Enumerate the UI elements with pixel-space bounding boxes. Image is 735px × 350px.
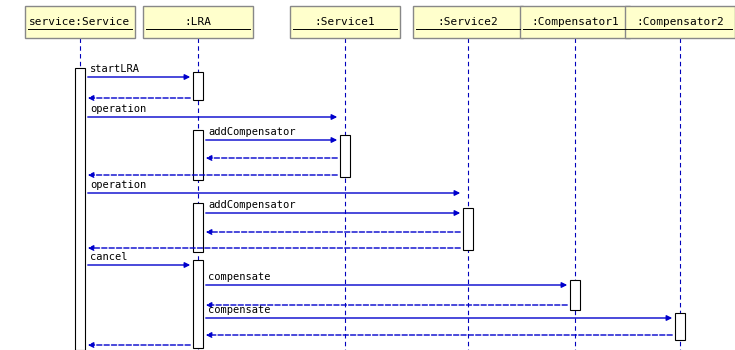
- Text: addCompensator: addCompensator: [208, 200, 295, 210]
- Bar: [75, 68, 85, 350]
- Text: :Service1: :Service1: [315, 17, 376, 27]
- Text: cancel: cancel: [90, 252, 127, 262]
- Bar: [25, 6, 135, 38]
- Text: compensate: compensate: [208, 272, 270, 282]
- Text: :LRA: :LRA: [184, 17, 212, 27]
- Bar: [340, 135, 350, 177]
- Bar: [520, 6, 630, 38]
- Bar: [143, 6, 253, 38]
- Text: :Compensator2: :Compensator2: [636, 17, 724, 27]
- Text: operation: operation: [90, 104, 146, 114]
- Bar: [193, 130, 203, 180]
- Bar: [193, 203, 203, 252]
- Bar: [193, 72, 203, 100]
- Text: startLRA: startLRA: [90, 64, 140, 74]
- Text: :Service2: :Service2: [437, 17, 498, 27]
- Bar: [413, 6, 523, 38]
- Text: compensate: compensate: [208, 305, 270, 315]
- Text: :Compensator1: :Compensator1: [531, 17, 619, 27]
- Bar: [570, 280, 580, 310]
- Bar: [675, 313, 685, 340]
- Bar: [193, 260, 203, 348]
- Text: service:Service: service:Service: [29, 17, 131, 27]
- Text: addCompensator: addCompensator: [208, 127, 295, 137]
- Bar: [463, 208, 473, 250]
- Bar: [625, 6, 735, 38]
- Bar: [290, 6, 400, 38]
- Text: operation: operation: [90, 180, 146, 190]
